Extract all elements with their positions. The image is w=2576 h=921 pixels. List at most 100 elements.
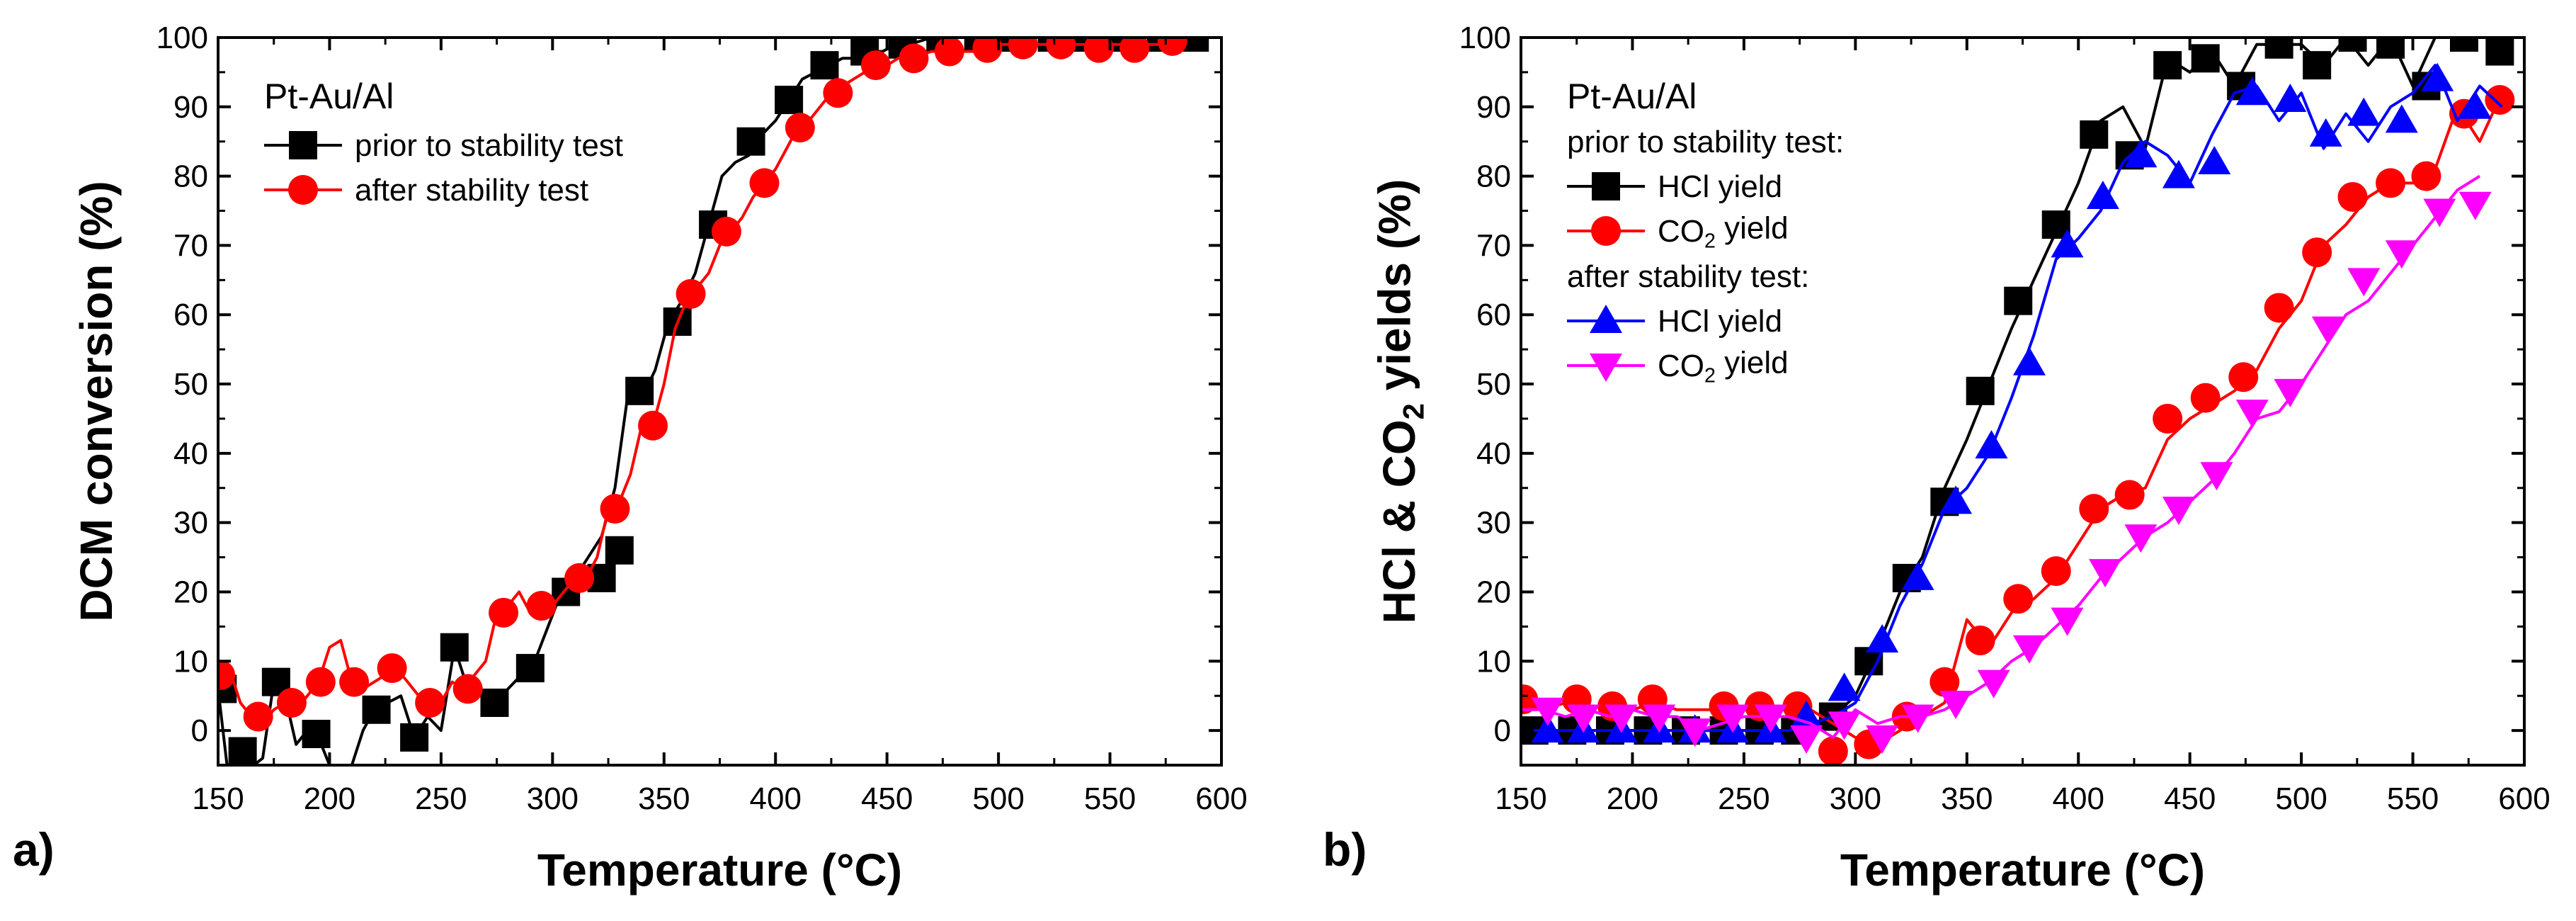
x-tick-label: 250 (1718, 781, 1769, 816)
data-point (2051, 229, 2084, 258)
data-point (2228, 362, 2259, 392)
data-point (2198, 146, 2231, 175)
data-point (1531, 714, 1564, 743)
data-point (2124, 139, 2158, 168)
data-point (2080, 120, 2109, 149)
series-line-2 (1521, 64, 2503, 733)
plot-area (1521, 38, 2515, 765)
data-point (2264, 293, 2294, 323)
legend-title: Pt-Au/Al (264, 77, 394, 116)
data-point (1828, 672, 1861, 701)
x-tick-label: 350 (1941, 781, 1993, 816)
legend-group-prior: prior to stability test: (1567, 125, 1844, 159)
data-point (2264, 38, 2293, 59)
x-tick-label: 150 (1495, 781, 1546, 816)
data-point (2337, 181, 2368, 212)
data-point (1818, 736, 1848, 765)
y-tick-label: 10 (1476, 644, 1511, 679)
y-tick-label: 60 (173, 298, 208, 332)
x-tick-label: 200 (304, 781, 355, 816)
legend-label-0: prior to stability test (355, 128, 623, 163)
y-tick-label: 60 (1476, 298, 1511, 332)
data-point (1977, 669, 2010, 699)
data-point (1605, 704, 1638, 733)
text-part: CO (1658, 349, 1704, 383)
data-point (2235, 77, 2269, 106)
data-point (2089, 559, 2122, 588)
data-point (2458, 191, 2492, 220)
data-point (1521, 684, 1539, 715)
data-point (2302, 237, 2332, 268)
data-point (2086, 180, 2119, 209)
y-axis-title: DCM conversion (%) (71, 181, 122, 621)
panel-label: a) (13, 823, 55, 876)
data-point (2309, 118, 2342, 147)
data-point (2376, 38, 2405, 59)
y-tick-label: 50 (1476, 367, 1511, 402)
y-tick-label: 0 (1494, 713, 1511, 748)
data-point (1716, 704, 1750, 733)
x-tick-label: 600 (1195, 781, 1247, 816)
data-point (1939, 485, 1973, 514)
legend: Pt-Au/Al prior to stability test after sta… (264, 77, 623, 208)
data-point (1157, 38, 1187, 56)
data-point (2191, 44, 2220, 73)
data-point (2411, 161, 2441, 191)
data-point (899, 43, 929, 74)
legend-marker-0 (1592, 172, 1620, 200)
legend-label-2: HCl yield (1658, 304, 1782, 339)
legend-group-after: after stability test: (1567, 259, 1809, 294)
data-point (711, 216, 741, 247)
data-point (1901, 704, 1934, 733)
data-point (243, 701, 273, 732)
data-point (1119, 38, 1150, 63)
legend-label-1: CO2 yield (1658, 210, 1789, 252)
data-point (305, 667, 336, 697)
data-point (2421, 62, 2454, 91)
panel-label: b) (1323, 823, 1367, 876)
y-tick-label: 80 (1476, 159, 1511, 194)
data-point (1008, 38, 1038, 60)
y-tick-label: 90 (1476, 90, 1511, 125)
data-point (339, 667, 370, 697)
text-part: yield (1716, 345, 1789, 380)
data-point (749, 168, 780, 198)
data-point (775, 86, 804, 115)
x-tick-label: 550 (1084, 781, 1136, 816)
data-point (2200, 462, 2233, 491)
data-point (2449, 38, 2478, 52)
legend-marker-0 (289, 131, 317, 159)
y-tick-label: 40 (1476, 436, 1511, 471)
data-point (600, 494, 630, 524)
data-point (2162, 159, 2195, 188)
text-part: yields (%) (1369, 179, 1420, 404)
data-point (400, 723, 429, 752)
x-tick-label: 300 (1830, 781, 1881, 816)
x-tick-label: 500 (972, 781, 1024, 816)
data-point (2458, 90, 2492, 119)
data-point (2041, 556, 2071, 587)
data-point (2190, 383, 2221, 413)
data-point (526, 591, 557, 621)
data-point (1828, 711, 1861, 740)
data-point (515, 654, 545, 683)
legend-label-1: after stability test (355, 173, 588, 208)
data-point (377, 653, 407, 684)
data-point (2485, 38, 2514, 66)
y-tick-label: 100 (156, 21, 208, 55)
data-point (276, 687, 307, 718)
x-tick-label: 200 (1607, 781, 1658, 816)
x-tick-label: 400 (2053, 781, 2104, 816)
series-line-1 (1521, 92, 2504, 746)
x-tick-label: 450 (861, 781, 913, 816)
data-point (218, 660, 236, 690)
data-point (2376, 168, 2406, 198)
data-point (228, 737, 257, 765)
data-point (1939, 690, 1973, 719)
data-point (1643, 704, 1676, 733)
data-point (785, 113, 815, 143)
data-point (362, 695, 391, 724)
legend-label-0: HCl yield (1658, 169, 1782, 204)
data-point (480, 688, 509, 717)
